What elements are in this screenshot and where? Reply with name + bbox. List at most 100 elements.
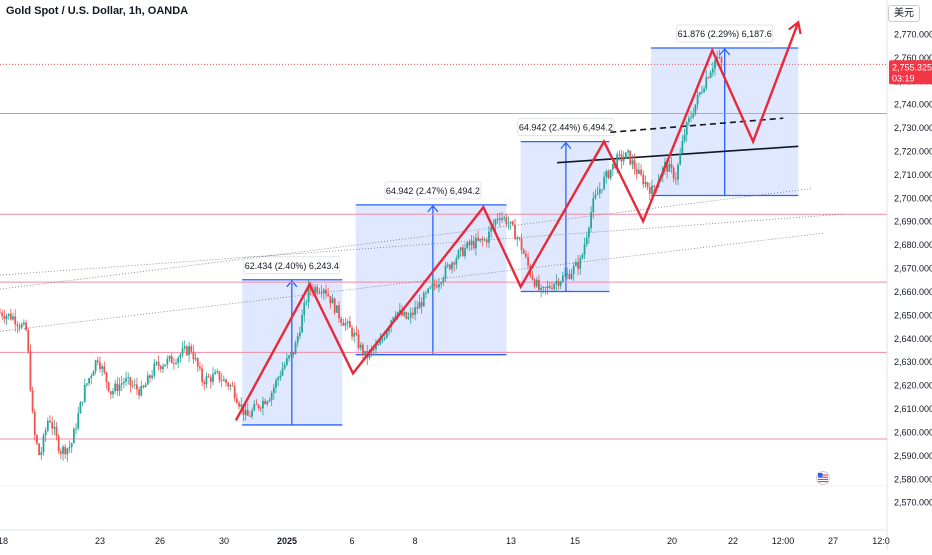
candle-up — [483, 239, 486, 241]
candle-up — [542, 287, 545, 289]
currency-button[interactable]: 美元 — [888, 5, 920, 22]
candle-up — [146, 375, 149, 385]
x-tick-label: 22 — [728, 536, 738, 546]
candle-up — [705, 77, 708, 89]
candle-down — [666, 161, 669, 172]
candle-up — [466, 242, 469, 249]
candle-down — [107, 382, 110, 392]
candle-down — [138, 389, 140, 396]
candle-up — [262, 400, 264, 409]
measure-label: 64.942 (2.44%) 6,494.2 — [519, 123, 613, 133]
measure-label: 61.876 (2.29%) 6,187.6 — [678, 29, 772, 39]
bar-countdown: 03:19 — [892, 73, 915, 83]
candle-up — [381, 339, 384, 341]
candle-up — [574, 261, 577, 266]
candle-up — [375, 345, 377, 350]
candle-up — [183, 346, 186, 349]
candle-up — [62, 446, 64, 454]
candle-up — [594, 194, 597, 199]
candle-up — [12, 316, 14, 320]
candle-down — [505, 217, 508, 225]
candle-down — [461, 247, 464, 257]
candle-up — [75, 428, 77, 430]
candle-up — [212, 374, 214, 382]
candle-down — [411, 312, 414, 315]
y-tick-label: 2,610.000 — [894, 404, 932, 414]
candle-down — [620, 154, 623, 162]
candle-down — [233, 385, 236, 399]
candle-down — [157, 362, 160, 367]
candle-up — [638, 169, 640, 174]
candle-down — [640, 169, 642, 175]
candle-up — [601, 189, 603, 190]
measure-arrow-head — [719, 47, 731, 56]
candle-up — [288, 355, 290, 359]
measure-box-2 — [355, 204, 507, 355]
candle-up — [383, 337, 386, 340]
candle-up — [175, 362, 177, 364]
y-tick-label: 2,730.000 — [894, 123, 932, 133]
candle-down — [3, 316, 6, 320]
candle-up — [588, 227, 590, 238]
y-tick-label: 2,660.000 — [894, 287, 932, 297]
candle-down — [333, 298, 336, 313]
candle-down — [316, 287, 319, 293]
candle-up — [714, 60, 716, 69]
candle-up — [516, 237, 519, 240]
candle-down — [420, 302, 423, 307]
candle-up — [609, 169, 612, 179]
y-tick-label: 2,690.000 — [894, 217, 932, 227]
candle-up — [77, 413, 80, 429]
candle-down — [477, 237, 479, 241]
x-tick-label: 13 — [506, 536, 516, 546]
candle-up — [270, 393, 273, 400]
candle-down — [225, 379, 227, 383]
candle-down — [209, 377, 212, 382]
candle-up — [572, 265, 575, 274]
candle-up — [344, 322, 347, 326]
candle-down — [220, 380, 223, 382]
candle-up — [711, 68, 714, 73]
candle-down — [351, 327, 353, 337]
x-tick-label: 6 — [349, 536, 354, 546]
candle-up — [596, 193, 599, 195]
candle-up — [414, 307, 416, 315]
candle-up — [507, 223, 510, 225]
candle-up — [451, 262, 453, 270]
candle-up — [444, 266, 447, 279]
candle-up — [275, 380, 277, 388]
candle-up — [79, 402, 82, 414]
candle-up — [322, 289, 325, 293]
candle-up — [114, 383, 117, 391]
candle-down — [320, 292, 323, 294]
candle-up — [403, 312, 406, 316]
candle-up — [561, 275, 564, 282]
candle-down — [329, 296, 332, 304]
candle-down — [520, 238, 523, 250]
candle-down — [648, 187, 651, 194]
candle-up — [153, 363, 156, 376]
candle-up — [222, 379, 225, 381]
candle-up — [692, 114, 695, 118]
candle-down — [149, 375, 151, 378]
candle-down — [29, 351, 32, 391]
candle-up — [603, 176, 606, 190]
candle-down — [49, 420, 51, 423]
candle-up — [40, 452, 43, 455]
candle-up — [605, 171, 608, 177]
candle-down — [129, 377, 132, 386]
candle-up — [251, 410, 253, 417]
measure-arrow-head — [427, 204, 439, 213]
candle-up — [318, 292, 321, 294]
candle-up — [83, 384, 86, 402]
candle-up — [92, 371, 95, 376]
candle-down — [511, 221, 514, 225]
candle-up — [151, 375, 154, 378]
candle-up — [101, 366, 104, 370]
candle-down — [557, 280, 560, 286]
candle-up — [459, 247, 462, 251]
candle-down — [518, 237, 521, 239]
x-tick-label: 27 — [828, 536, 838, 546]
